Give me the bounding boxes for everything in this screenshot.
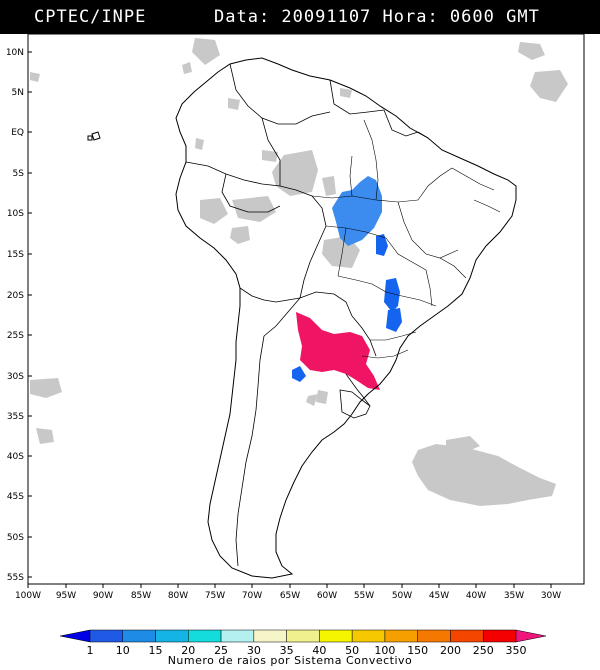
system-central-brazil [332, 176, 382, 246]
lat-label: 10N [6, 48, 24, 58]
colorbar-segment [450, 629, 484, 643]
colorbar-segment [89, 629, 124, 643]
system-sao-paulo [386, 308, 402, 332]
colorbar-tick-label: 30 [247, 644, 261, 657]
colorbar-segment [220, 629, 255, 643]
lat-label: 10S [7, 209, 24, 219]
agency-label: CPTEC/INPE [34, 7, 147, 27]
longitude-axis: 100W 95W 90W 85W 80W 75W 70W 65W 60W 55W… [15, 584, 561, 601]
colorbar-segment [515, 629, 547, 643]
colorbar-tick-label: 25 [214, 644, 228, 657]
colorbar-segment [482, 629, 517, 643]
lat-label: 5S [13, 169, 25, 179]
colorbar-tick-label: 40 [312, 644, 326, 657]
lon-label: 35W [504, 591, 524, 601]
colorbar-tick-label: 20 [181, 644, 195, 657]
lat-label: 20S [7, 291, 24, 301]
colorbar-ticks: 1 10 15 20 25 30 35 40 50 100 150 200 250 350 [87, 644, 527, 657]
lat-label: EQ [11, 128, 24, 138]
colorbar-segment [286, 629, 320, 643]
lon-label: 45W [429, 591, 449, 601]
lon-label: 30W [541, 591, 561, 601]
colorbar-tick-label: 15 [149, 644, 163, 657]
south-america-map: 10N 5N EQ 5S 10S 15S 20S 25S 30S 35S 40S… [6, 33, 585, 601]
latitude-axis: 10N 5N EQ 5S 10S 15S 20S 25S 30S 35S 40S… [6, 48, 32, 583]
lon-label: 95W [56, 591, 76, 601]
colorbar-tick-label: 100 [374, 644, 395, 657]
lat-label: 25S [7, 331, 24, 341]
lon-label: 75W [205, 591, 225, 601]
lon-label: 40W [466, 591, 486, 601]
lon-label: 60W [317, 591, 337, 601]
lat-label: 40S [7, 452, 24, 462]
lon-label: 80W [168, 591, 188, 601]
colorbar-segment [253, 629, 287, 643]
lat-label: 55S [7, 573, 24, 583]
lat-label: 5N [12, 88, 24, 98]
colorbar-tick-label: 250 [473, 644, 494, 657]
lat-label: 15S [7, 250, 24, 260]
system-goias [376, 234, 388, 256]
convective-systems [292, 176, 402, 390]
lat-label: 35S [7, 412, 24, 422]
colorbar-segment [417, 629, 451, 643]
system-argentina-small [292, 366, 306, 382]
lat-label: 50S [7, 533, 24, 543]
lon-label: 70W [242, 591, 262, 601]
coastline [87, 57, 517, 579]
lat-label: 30S [7, 372, 24, 382]
colorbar-segment [319, 629, 353, 643]
colorbar-segment [188, 629, 222, 643]
lon-label: 85W [131, 591, 151, 601]
colorbar-tick-label: 50 [345, 644, 359, 657]
colorbar-segment [155, 629, 189, 643]
lon-label: 65W [280, 591, 300, 601]
colorbar-tick-label: 200 [440, 644, 461, 657]
lon-label: 50W [392, 591, 412, 601]
system-paraguay [296, 312, 380, 390]
state-borders [311, 119, 501, 359]
colorbar-tick-label: 1 [87, 644, 94, 657]
colorbar-tick-label: 150 [407, 644, 428, 657]
colorbar-segment [351, 629, 386, 643]
colorbar-segment [59, 629, 91, 643]
map-header: CPTEC/INPE Data: 20091107 Hora: 0600 GMT [0, 0, 600, 34]
lon-label: 100W [15, 591, 41, 601]
colorbar-segment [384, 629, 418, 643]
date-time-label: Data: 20091107 Hora: 0600 GMT [214, 7, 540, 27]
colorbar: 1 10 15 20 25 30 35 40 50 100 150 200 250 350 Numero … [59, 629, 547, 667]
lon-label: 90W [93, 591, 113, 601]
colorbar-tick-label: 10 [116, 644, 130, 657]
system-minas [384, 278, 400, 312]
colorbar-tick-label: 350 [506, 644, 527, 657]
lon-label: 55W [354, 591, 374, 601]
cloud-cover [30, 38, 568, 506]
colorbar-title: Numero de raios por Sistema Convectivo [168, 654, 413, 667]
colorbar-segments [59, 629, 547, 643]
lat-label: 45S [7, 492, 24, 502]
colorbar-tick-label: 35 [280, 644, 294, 657]
colorbar-segment [122, 629, 156, 643]
